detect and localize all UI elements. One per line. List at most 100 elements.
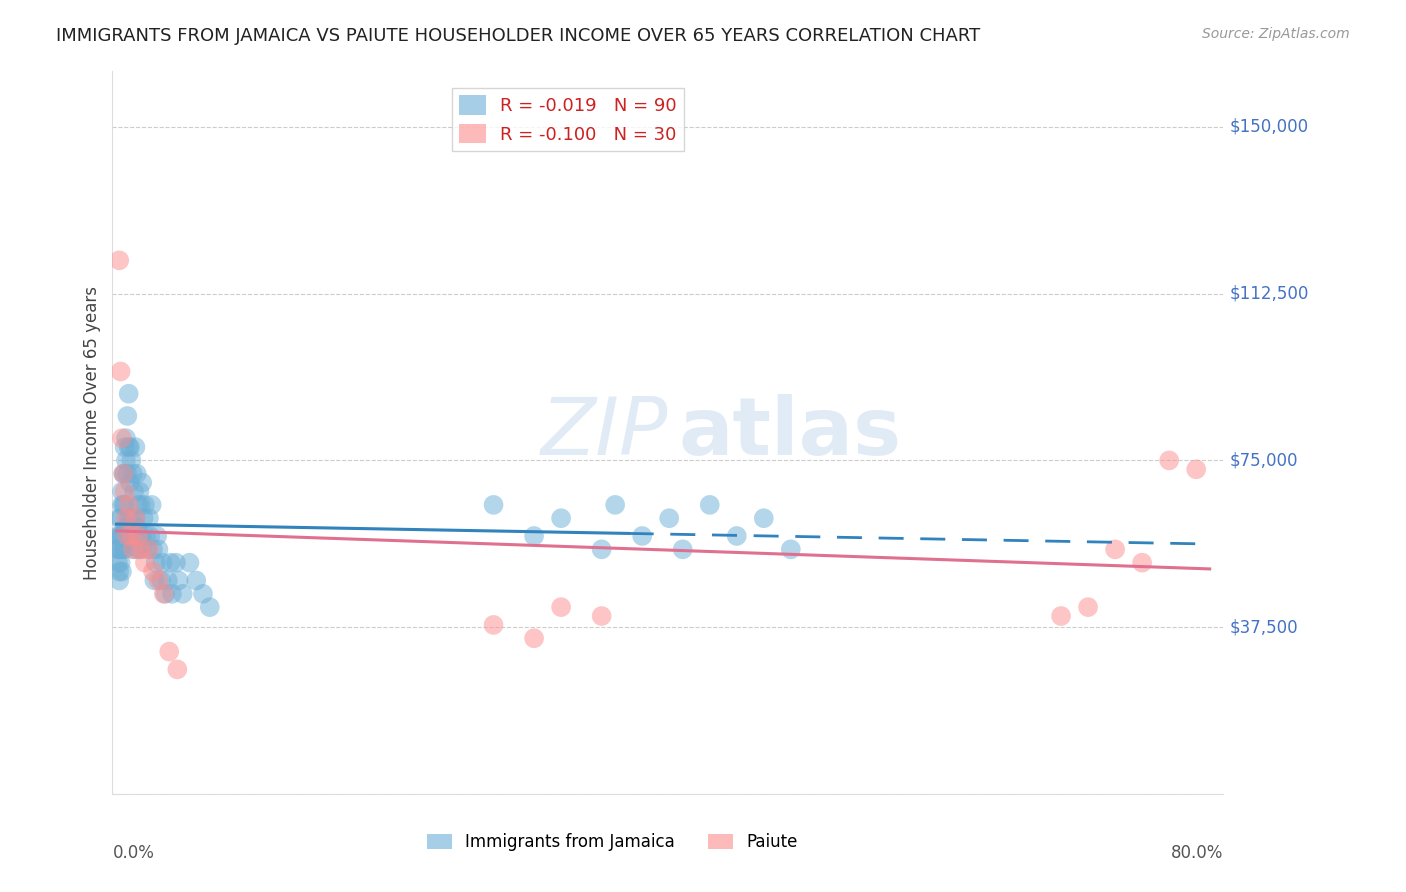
Point [118,511,141,525]
Text: $37,500: $37,500 [1230,618,1299,636]
Point [127,542,149,557]
Point [150,574,173,588]
Point [779,542,801,557]
Text: ZIP: ZIP [540,393,668,472]
Point [591,609,613,624]
Point [127,498,149,512]
Point [550,600,572,615]
Point [114,542,136,557]
Point [160,587,183,601]
Point [725,529,748,543]
Point [191,587,214,601]
Point [108,529,131,543]
Point [132,511,155,525]
Point [172,587,194,601]
Point [134,498,156,512]
Point [159,556,181,570]
Point [1050,609,1073,624]
Text: Source: ZipAtlas.com: Source: ZipAtlas.com [1202,27,1350,41]
Point [117,529,139,543]
Point [111,484,134,499]
Point [146,529,169,543]
Text: 80.0%: 80.0% [1171,845,1223,863]
Point [523,632,546,646]
Point [110,511,132,525]
Point [1159,453,1181,467]
Point [124,511,146,525]
Point [135,529,157,543]
Point [1104,542,1126,557]
Point [107,542,129,557]
Point [114,498,136,512]
Point [1185,462,1208,476]
Point [120,529,142,543]
Point [118,475,141,490]
Point [117,529,139,543]
Point [114,467,136,481]
Point [139,529,162,543]
Point [142,565,165,579]
Point [111,498,134,512]
Point [108,253,131,268]
Point [142,542,165,557]
Point [482,498,505,512]
Point [111,529,134,543]
Point [482,618,505,632]
Point [131,529,153,543]
Point [110,542,132,557]
Point [166,662,188,676]
Point [125,467,148,481]
Point [114,440,136,454]
Point [110,529,132,543]
Point [118,498,141,512]
Point [672,542,695,557]
Point [122,484,145,499]
Point [129,542,152,557]
Point [167,574,190,588]
Point [108,511,131,525]
Point [112,467,135,481]
Point [108,542,131,557]
Point [198,600,221,615]
Point [138,542,160,557]
Point [591,542,613,557]
Point [120,453,142,467]
Point [156,574,179,588]
Point [125,520,148,534]
Point [186,574,208,588]
Point [118,529,141,543]
Text: IMMIGRANTS FROM JAMAICA VS PAIUTE HOUSEHOLDER INCOME OVER 65 YEARS CORRELATION C: IMMIGRANTS FROM JAMAICA VS PAIUTE HOUSEH… [56,27,980,45]
Point [752,511,775,525]
Point [121,467,143,481]
Point [152,556,174,570]
Point [179,556,201,570]
Point [699,498,721,512]
Text: atlas: atlas [679,393,903,472]
Point [550,511,572,525]
Point [124,440,146,454]
Point [115,431,138,445]
Point [108,565,131,579]
Point [148,574,170,588]
Point [143,574,166,588]
Point [108,574,131,588]
Point [115,511,138,525]
Point [112,542,135,557]
Text: 0.0%: 0.0% [112,845,155,863]
Point [145,556,167,570]
Point [121,520,143,534]
Point [112,467,135,481]
Y-axis label: Householder Income Over 65 years: Householder Income Over 65 years [83,285,101,580]
Point [136,542,159,557]
Point [129,498,152,512]
Point [153,587,176,601]
Point [115,453,138,467]
Point [114,484,136,499]
Point [134,556,156,570]
Point [124,511,146,525]
Point [148,542,170,557]
Point [141,498,163,512]
Point [1130,556,1153,570]
Point [120,511,142,525]
Point [110,364,132,378]
